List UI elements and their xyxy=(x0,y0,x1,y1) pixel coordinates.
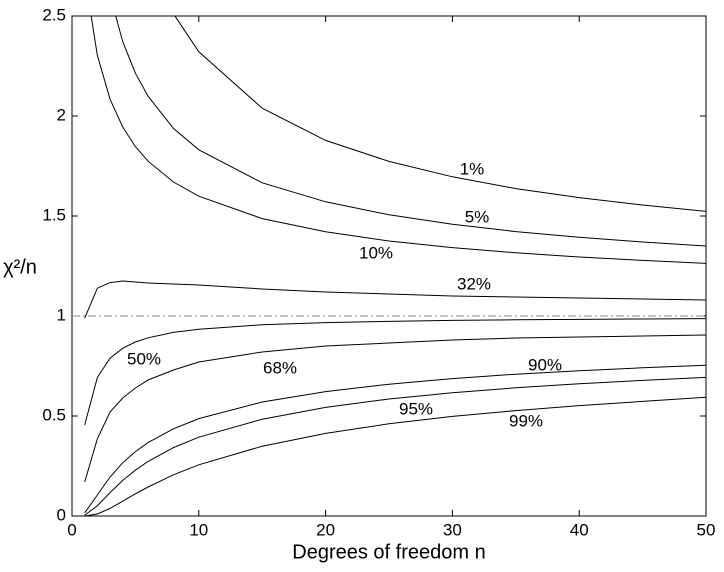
curve-label: 32% xyxy=(457,274,491,293)
curve xyxy=(84,396,706,516)
curve-label: 5% xyxy=(465,207,490,226)
x-tick-label: 0 xyxy=(67,520,76,539)
x-axis-label: Degrees of freedom n xyxy=(292,541,485,563)
curve xyxy=(84,334,706,483)
x-tick-label: 10 xyxy=(189,520,208,539)
x-tick-label: 30 xyxy=(443,520,462,539)
plot-frame xyxy=(71,15,707,517)
y-tick-label: 0 xyxy=(57,505,66,524)
curve xyxy=(174,16,706,212)
x-tick-label: 20 xyxy=(316,520,335,539)
x-tick-label: 40 xyxy=(570,520,589,539)
curve-label: 10% xyxy=(359,243,393,262)
curve xyxy=(84,364,706,514)
curve xyxy=(84,318,706,426)
curve-label: 50% xyxy=(127,349,161,368)
curve-label: 99% xyxy=(509,411,543,430)
y-tick-label: 0.5 xyxy=(42,405,66,424)
curve-label: 95% xyxy=(399,399,433,418)
y-tick-label: 2 xyxy=(57,105,66,124)
curve xyxy=(115,16,706,247)
y-tick-label: 1 xyxy=(57,305,66,324)
curve xyxy=(84,280,706,319)
plot-area xyxy=(72,16,706,516)
y-tick-label: 2.5 xyxy=(42,5,66,24)
curve xyxy=(90,16,706,264)
curve-label: 90% xyxy=(528,355,562,374)
curve-label: 1% xyxy=(460,159,485,178)
y-axis-label: χ²/n xyxy=(3,256,37,278)
x-tick-label: 50 xyxy=(697,520,716,539)
curve xyxy=(84,376,706,516)
y-tick-label: 1.5 xyxy=(42,205,66,224)
curve-label: 68% xyxy=(263,358,297,377)
